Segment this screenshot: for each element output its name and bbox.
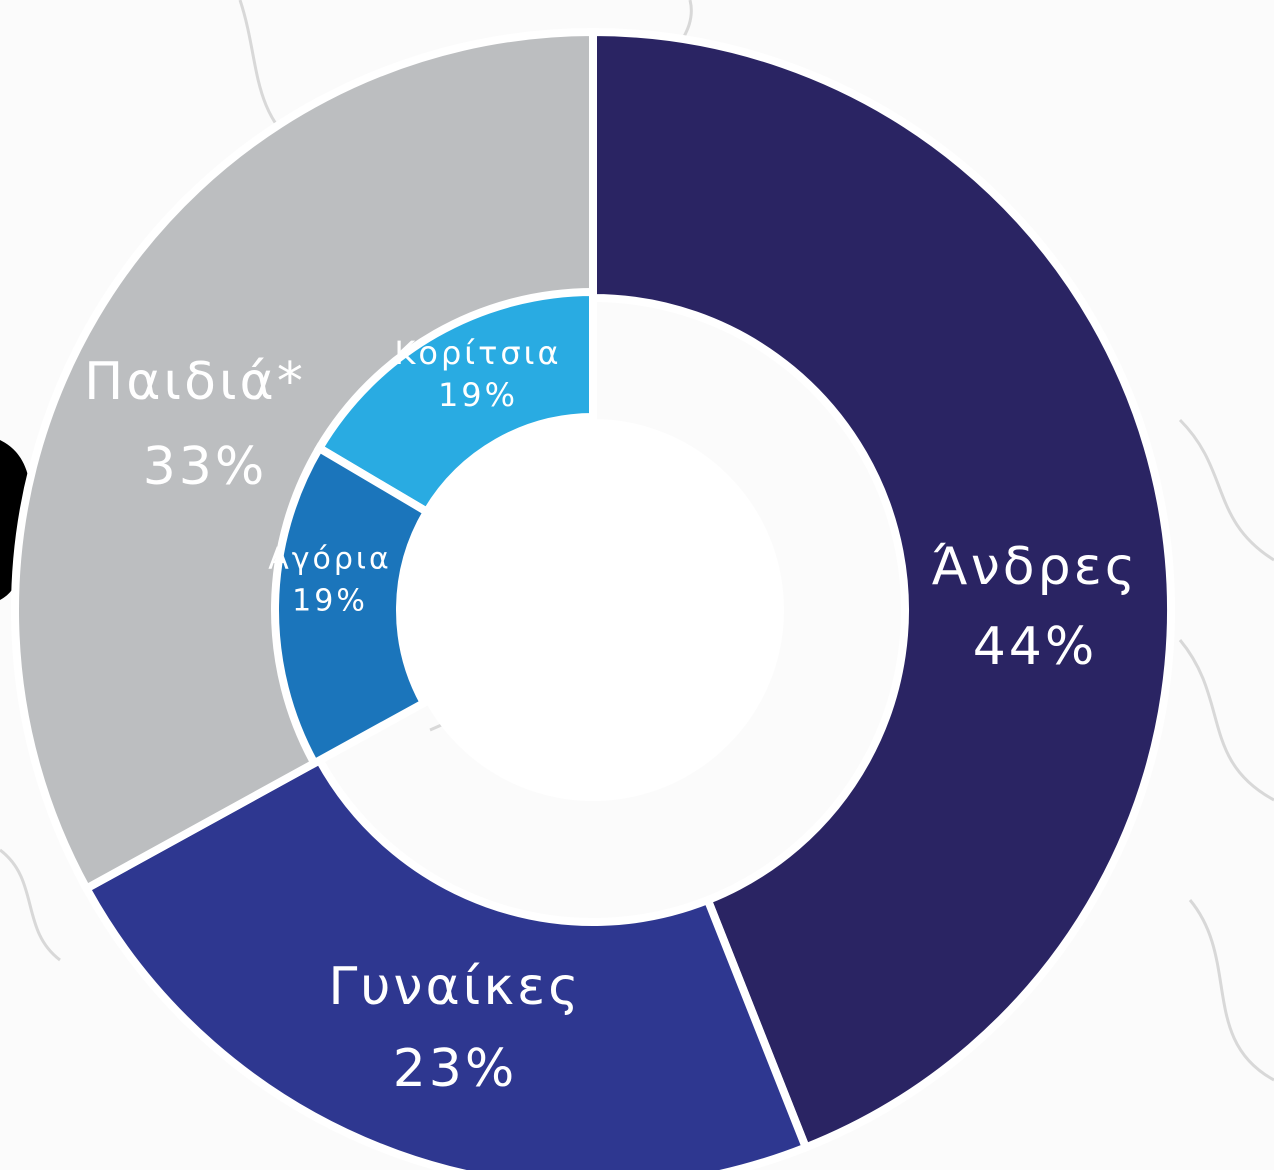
segment-value-label: 33% (143, 437, 268, 497)
inner-label: Αγόρια (268, 542, 392, 577)
rings (11, 27, 1175, 1170)
inner-value-label: 19% (438, 376, 518, 414)
inner-segment (313, 287, 597, 518)
segment-label: Άνδρες (932, 537, 1139, 597)
donut-segment (589, 27, 1175, 1153)
labels: Άνδρες 44% Γυναίκες 23% Παιδιά* 33% Κορίτσια 19… (84, 334, 1139, 1099)
segment-label: Γυναίκες (328, 957, 581, 1017)
donut-hole (402, 419, 784, 801)
segment-value-label: 44% (973, 617, 1098, 677)
segment-value-label: 23% (393, 1039, 518, 1099)
segment-label: Παιδιά* (84, 352, 306, 412)
inner-value-label: 19% (292, 584, 368, 619)
inner-segment (271, 442, 433, 769)
donut-segment (81, 754, 811, 1170)
inner-label: Κορίτσια (394, 334, 561, 372)
